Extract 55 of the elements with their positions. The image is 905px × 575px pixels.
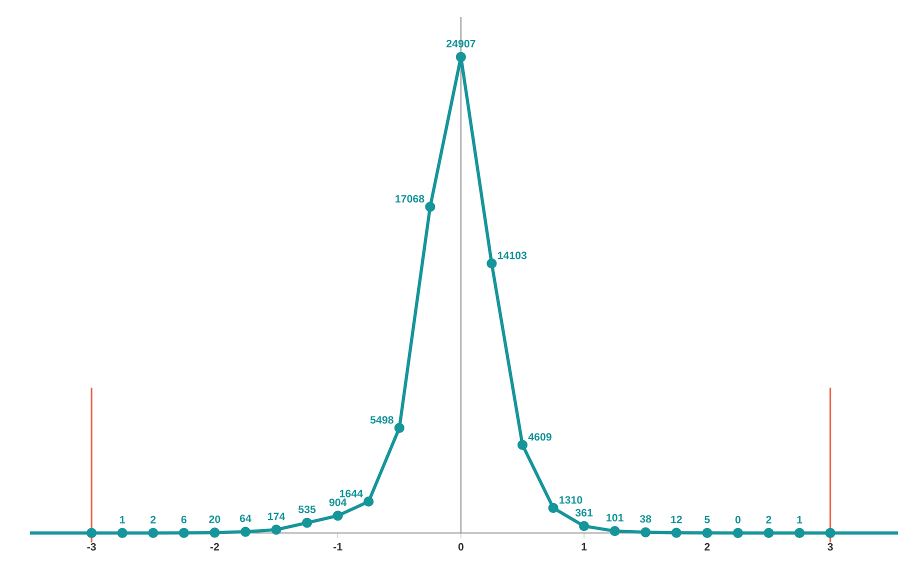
data-label: 1644 (340, 490, 363, 498)
data-label: 904 (329, 498, 347, 506)
point (86, 528, 97, 538)
data-label: 12 (671, 516, 682, 524)
point (610, 526, 620, 536)
point (148, 528, 158, 538)
data-label: 1310 (560, 496, 582, 504)
point (671, 528, 682, 538)
point (178, 528, 189, 538)
data-label: 5 (704, 516, 710, 524)
point (332, 510, 343, 521)
point (486, 258, 497, 269)
point (456, 52, 466, 62)
data-label: 4609 (528, 433, 552, 441)
point (578, 521, 590, 532)
data-label: 64 (240, 514, 252, 522)
x-tick-label: 2 (704, 543, 710, 550)
point (425, 202, 436, 212)
point (117, 528, 128, 538)
data-label: 17068 (396, 194, 424, 203)
x-tick-label: -2 (210, 543, 219, 550)
data-label: 2 (150, 516, 156, 524)
point (210, 528, 220, 538)
point (302, 518, 312, 528)
data-label: 1 (797, 516, 802, 524)
point (394, 422, 404, 433)
data-label: 6 (181, 516, 186, 524)
data-label: 14103 (498, 252, 527, 260)
point (517, 440, 528, 450)
point (240, 526, 251, 537)
point (548, 502, 558, 514)
data-label: 24907 (446, 40, 476, 48)
data-label: 38 (640, 515, 652, 523)
data-label: 0 (735, 516, 740, 524)
point (640, 527, 651, 538)
data-label: 361 (575, 508, 593, 517)
data-label: 1 (120, 516, 126, 524)
point (825, 528, 836, 538)
data-label: 2 (766, 516, 772, 524)
x-tick-label: 3 (828, 543, 833, 551)
data-label: 535 (298, 506, 316, 514)
data-label: 5498 (370, 416, 394, 424)
data-label: 174 (268, 512, 286, 520)
point (732, 528, 744, 538)
x-tick-label: 0 (458, 543, 464, 551)
x-tick-label: 1 (582, 543, 587, 550)
x-tick-label: -1 (333, 543, 342, 550)
point (271, 524, 282, 535)
data-label: 20 (209, 515, 220, 524)
x-tick-label: -3 (87, 543, 96, 551)
data-label: 101 (606, 514, 624, 522)
point (702, 528, 712, 538)
point (364, 496, 374, 507)
point (764, 528, 774, 538)
point (794, 528, 805, 538)
